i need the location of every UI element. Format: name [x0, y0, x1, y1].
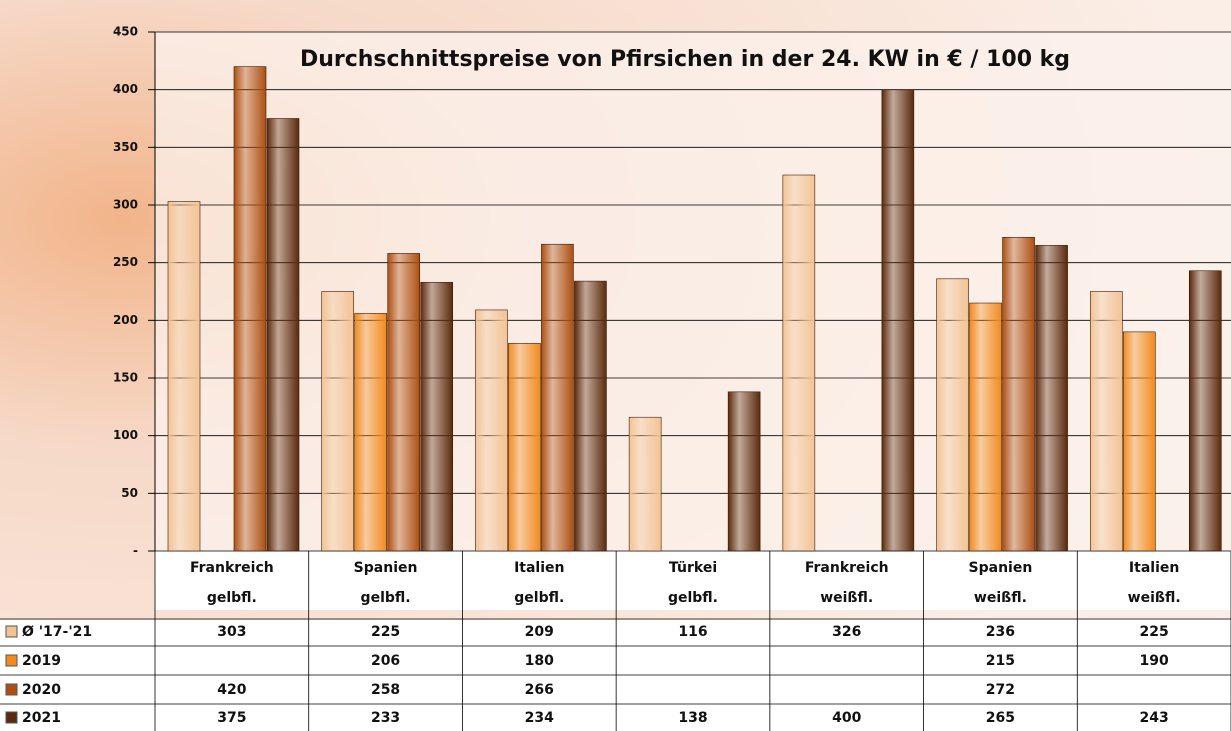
legend-label: 2021 [22, 710, 61, 726]
bar [508, 343, 540, 551]
y-tick-label: - [133, 544, 138, 558]
x-tick-label: gelbfl. [207, 590, 257, 606]
legend-label: 2020 [22, 682, 61, 698]
x-tick-label: gelbfl. [514, 590, 564, 606]
bar [1123, 332, 1155, 551]
y-tick-label: 450 [113, 25, 138, 39]
table-value: 265 [986, 710, 1015, 726]
y-tick-label: 150 [113, 371, 138, 385]
x-tick-label: Italien [1129, 560, 1179, 576]
bar [541, 244, 573, 551]
table-value: 206 [371, 653, 400, 669]
chart: Durchschnittspreise von Pfirsichen in de… [0, 0, 1231, 731]
bar [267, 119, 299, 552]
x-tick-label: weißfl. [1128, 590, 1181, 606]
bar [1036, 245, 1068, 551]
legend-label: 2019 [22, 653, 61, 669]
table-value: 303 [217, 624, 246, 640]
legend-swatch [6, 712, 17, 723]
bar [475, 310, 507, 551]
legend-swatch [6, 684, 17, 695]
table-value: 190 [1140, 653, 1169, 669]
x-tick-label: Türkei [669, 560, 717, 576]
table-value: 400 [832, 710, 861, 726]
table-value: 233 [371, 710, 400, 726]
y-tick-label: 350 [113, 140, 138, 154]
y-tick-label: 50 [121, 486, 138, 500]
bar [322, 292, 354, 552]
table-value: 215 [986, 653, 1015, 669]
page: Durchschnittspreise von Pfirsichen in de… [0, 0, 1231, 731]
table-value: 258 [371, 682, 400, 698]
bar [168, 202, 200, 551]
bar [1003, 237, 1035, 551]
bar [355, 313, 387, 551]
y-tick-label: 100 [113, 428, 138, 442]
bar [1189, 271, 1221, 551]
x-tick-label: Italien [514, 560, 564, 576]
table-value: 236 [986, 624, 1015, 640]
bar [388, 253, 420, 551]
x-tick-label: Frankreich [190, 560, 274, 576]
bar [882, 90, 914, 551]
table-value: 225 [371, 624, 400, 640]
bar [728, 392, 760, 551]
bar [574, 281, 606, 551]
table-value: 138 [678, 710, 707, 726]
x-tick-label: gelbfl. [361, 590, 411, 606]
bar [783, 175, 815, 551]
x-tick-label: Spanien [969, 560, 1033, 576]
bar [1090, 292, 1122, 552]
table-value: 225 [1140, 624, 1169, 640]
x-tick-label: Frankreich [805, 560, 889, 576]
table-value: 116 [678, 624, 707, 640]
y-tick-label: 200 [113, 313, 138, 327]
y-tick-label: 400 [113, 82, 138, 96]
table-value: 209 [525, 624, 554, 640]
table-value: 180 [525, 653, 554, 669]
x-tick-label: gelbfl. [668, 590, 718, 606]
bar [421, 282, 453, 551]
bar [629, 417, 661, 551]
table-value: 420 [217, 682, 246, 698]
legend-swatch [6, 655, 17, 666]
table-value: 266 [525, 682, 554, 698]
bar [234, 67, 266, 551]
legend-swatch [6, 626, 17, 637]
chart-title: Durchschnittspreise von Pfirsichen in de… [300, 47, 1070, 72]
bar [937, 279, 969, 551]
x-tick-label: weißfl. [974, 590, 1027, 606]
x-tick-label: Spanien [354, 560, 418, 576]
bar [970, 303, 1002, 551]
plot-area [155, 32, 1231, 551]
y-tick-label: 300 [113, 198, 138, 212]
table-value: 326 [832, 624, 861, 640]
table-value: 375 [217, 710, 246, 726]
x-tick-label: weißfl. [820, 590, 873, 606]
table-value: 272 [986, 682, 1015, 698]
legend-label: Ø '17-'21 [22, 624, 92, 640]
table-value: 234 [525, 710, 554, 726]
table-value: 243 [1140, 710, 1169, 726]
y-tick-label: 250 [113, 255, 138, 269]
table-body [0, 620, 1231, 731]
